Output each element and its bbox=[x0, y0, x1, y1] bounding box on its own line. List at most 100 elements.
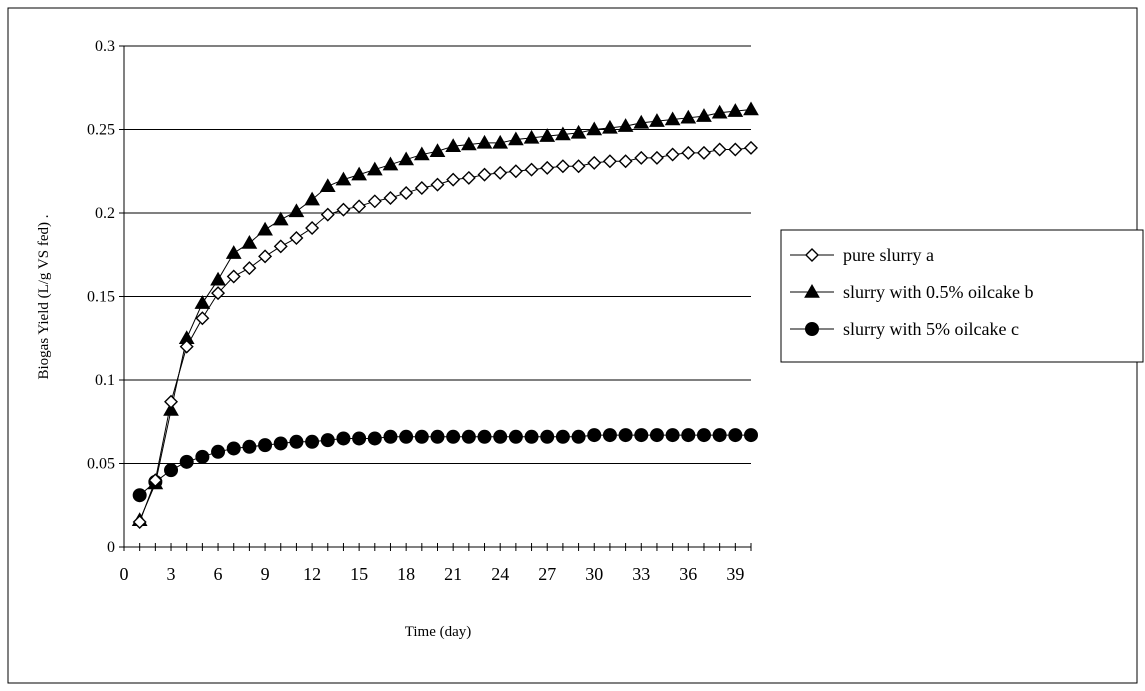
data-point bbox=[493, 165, 508, 180]
x-tick-label: 36 bbox=[679, 564, 697, 584]
x-axis-title: Time (day) bbox=[405, 624, 472, 640]
data-point bbox=[352, 199, 367, 214]
data-point bbox=[727, 103, 744, 117]
x-tick-label: 9 bbox=[261, 564, 270, 584]
data-point bbox=[461, 429, 476, 444]
data-point bbox=[335, 171, 352, 186]
data-point bbox=[461, 170, 476, 185]
data-point bbox=[273, 239, 288, 254]
x-tick-label: 24 bbox=[491, 564, 509, 584]
data-point bbox=[477, 429, 492, 444]
data-point bbox=[634, 150, 649, 165]
data-point bbox=[633, 114, 650, 129]
data-point bbox=[398, 151, 415, 166]
x-tick-label: 30 bbox=[585, 564, 603, 584]
data-point bbox=[477, 167, 492, 182]
y-axis-title: Biogas Yield (L/g VS fed) . bbox=[36, 215, 52, 380]
data-point bbox=[148, 473, 163, 488]
x-tick-label: 21 bbox=[444, 564, 462, 584]
data-point bbox=[696, 108, 712, 122]
data-point bbox=[649, 113, 665, 127]
data-point bbox=[681, 145, 696, 160]
data-point bbox=[257, 221, 273, 236]
data-point bbox=[681, 428, 696, 443]
y-tick-label: 0.15 bbox=[87, 289, 115, 306]
data-point bbox=[744, 428, 758, 443]
data-point bbox=[211, 444, 226, 459]
data-point bbox=[570, 124, 587, 139]
data-point bbox=[305, 221, 320, 236]
data-point bbox=[649, 428, 664, 443]
data-point bbox=[665, 428, 680, 443]
data-point bbox=[289, 434, 304, 449]
data-point bbox=[446, 429, 461, 444]
data-point bbox=[493, 429, 508, 444]
data-point bbox=[132, 514, 147, 529]
data-point bbox=[618, 154, 633, 169]
series-line bbox=[139, 108, 752, 521]
legend-item-3: slurry with 5% oilcake c bbox=[790, 319, 1019, 339]
data-point bbox=[711, 104, 728, 119]
legend-box bbox=[780, 229, 1144, 363]
data-point bbox=[320, 207, 335, 222]
data-point bbox=[179, 454, 194, 469]
data-point bbox=[712, 428, 727, 443]
data-point bbox=[258, 249, 273, 264]
data-point bbox=[383, 190, 398, 205]
data-point bbox=[382, 156, 399, 171]
y-tick-label: 0.2 bbox=[95, 205, 115, 222]
series-3 bbox=[132, 428, 758, 503]
data-point bbox=[242, 439, 257, 454]
data-point bbox=[163, 402, 179, 416]
legend-marker bbox=[805, 322, 819, 336]
x-tick-label: 18 bbox=[397, 564, 415, 584]
data-point bbox=[272, 211, 289, 226]
data-point bbox=[539, 128, 556, 142]
data-point bbox=[680, 109, 697, 124]
data-point bbox=[336, 431, 351, 446]
data-point bbox=[241, 235, 258, 249]
series-layer bbox=[131, 101, 759, 529]
data-point bbox=[555, 429, 570, 444]
data-point bbox=[587, 428, 602, 443]
series-line bbox=[139, 434, 751, 496]
y-tick-label: 0.25 bbox=[87, 122, 115, 139]
axes-layer bbox=[119, 45, 752, 551]
data-point bbox=[555, 126, 571, 141]
data-point bbox=[617, 118, 634, 132]
data-point bbox=[164, 463, 179, 478]
data-point bbox=[586, 121, 603, 136]
data-point bbox=[476, 134, 493, 149]
data-point bbox=[289, 231, 304, 246]
data-point bbox=[712, 142, 727, 157]
data-point bbox=[319, 178, 336, 193]
series-line bbox=[139, 147, 752, 523]
x-tick-label: 39 bbox=[726, 564, 744, 584]
x-tick-label: 0 bbox=[120, 564, 129, 584]
legend-marker bbox=[805, 248, 819, 262]
legend-label: slurry with 0.5% oilcake b bbox=[843, 282, 1033, 302]
data-point bbox=[366, 161, 383, 176]
data-point bbox=[242, 261, 257, 276]
data-point bbox=[226, 441, 241, 456]
data-point bbox=[602, 428, 617, 443]
legend: pure slurry a slurry with 0.5% oilcake b s… bbox=[780, 229, 1144, 363]
data-point bbox=[524, 162, 539, 177]
tick-labels: 00.050.10.150.20.250.30 3 6 9 12 15 18 21 24 27 30… bbox=[87, 38, 744, 584]
data-point bbox=[446, 172, 461, 187]
data-point bbox=[492, 134, 509, 149]
data-point bbox=[132, 488, 147, 503]
data-point bbox=[649, 150, 664, 165]
y-tick-label: 0.05 bbox=[87, 456, 115, 473]
data-point bbox=[273, 436, 288, 451]
data-point bbox=[602, 119, 618, 134]
data-point bbox=[618, 428, 633, 443]
legend-label: pure slurry a bbox=[843, 245, 934, 265]
data-point bbox=[225, 245, 242, 259]
data-point bbox=[523, 129, 540, 144]
x-tick-label: 12 bbox=[303, 564, 321, 584]
legend-item-2: slurry with 0.5% oilcake b bbox=[790, 282, 1033, 302]
data-point bbox=[305, 434, 320, 449]
data-point bbox=[179, 339, 194, 354]
legend-item-1: pure slurry a bbox=[790, 245, 934, 265]
